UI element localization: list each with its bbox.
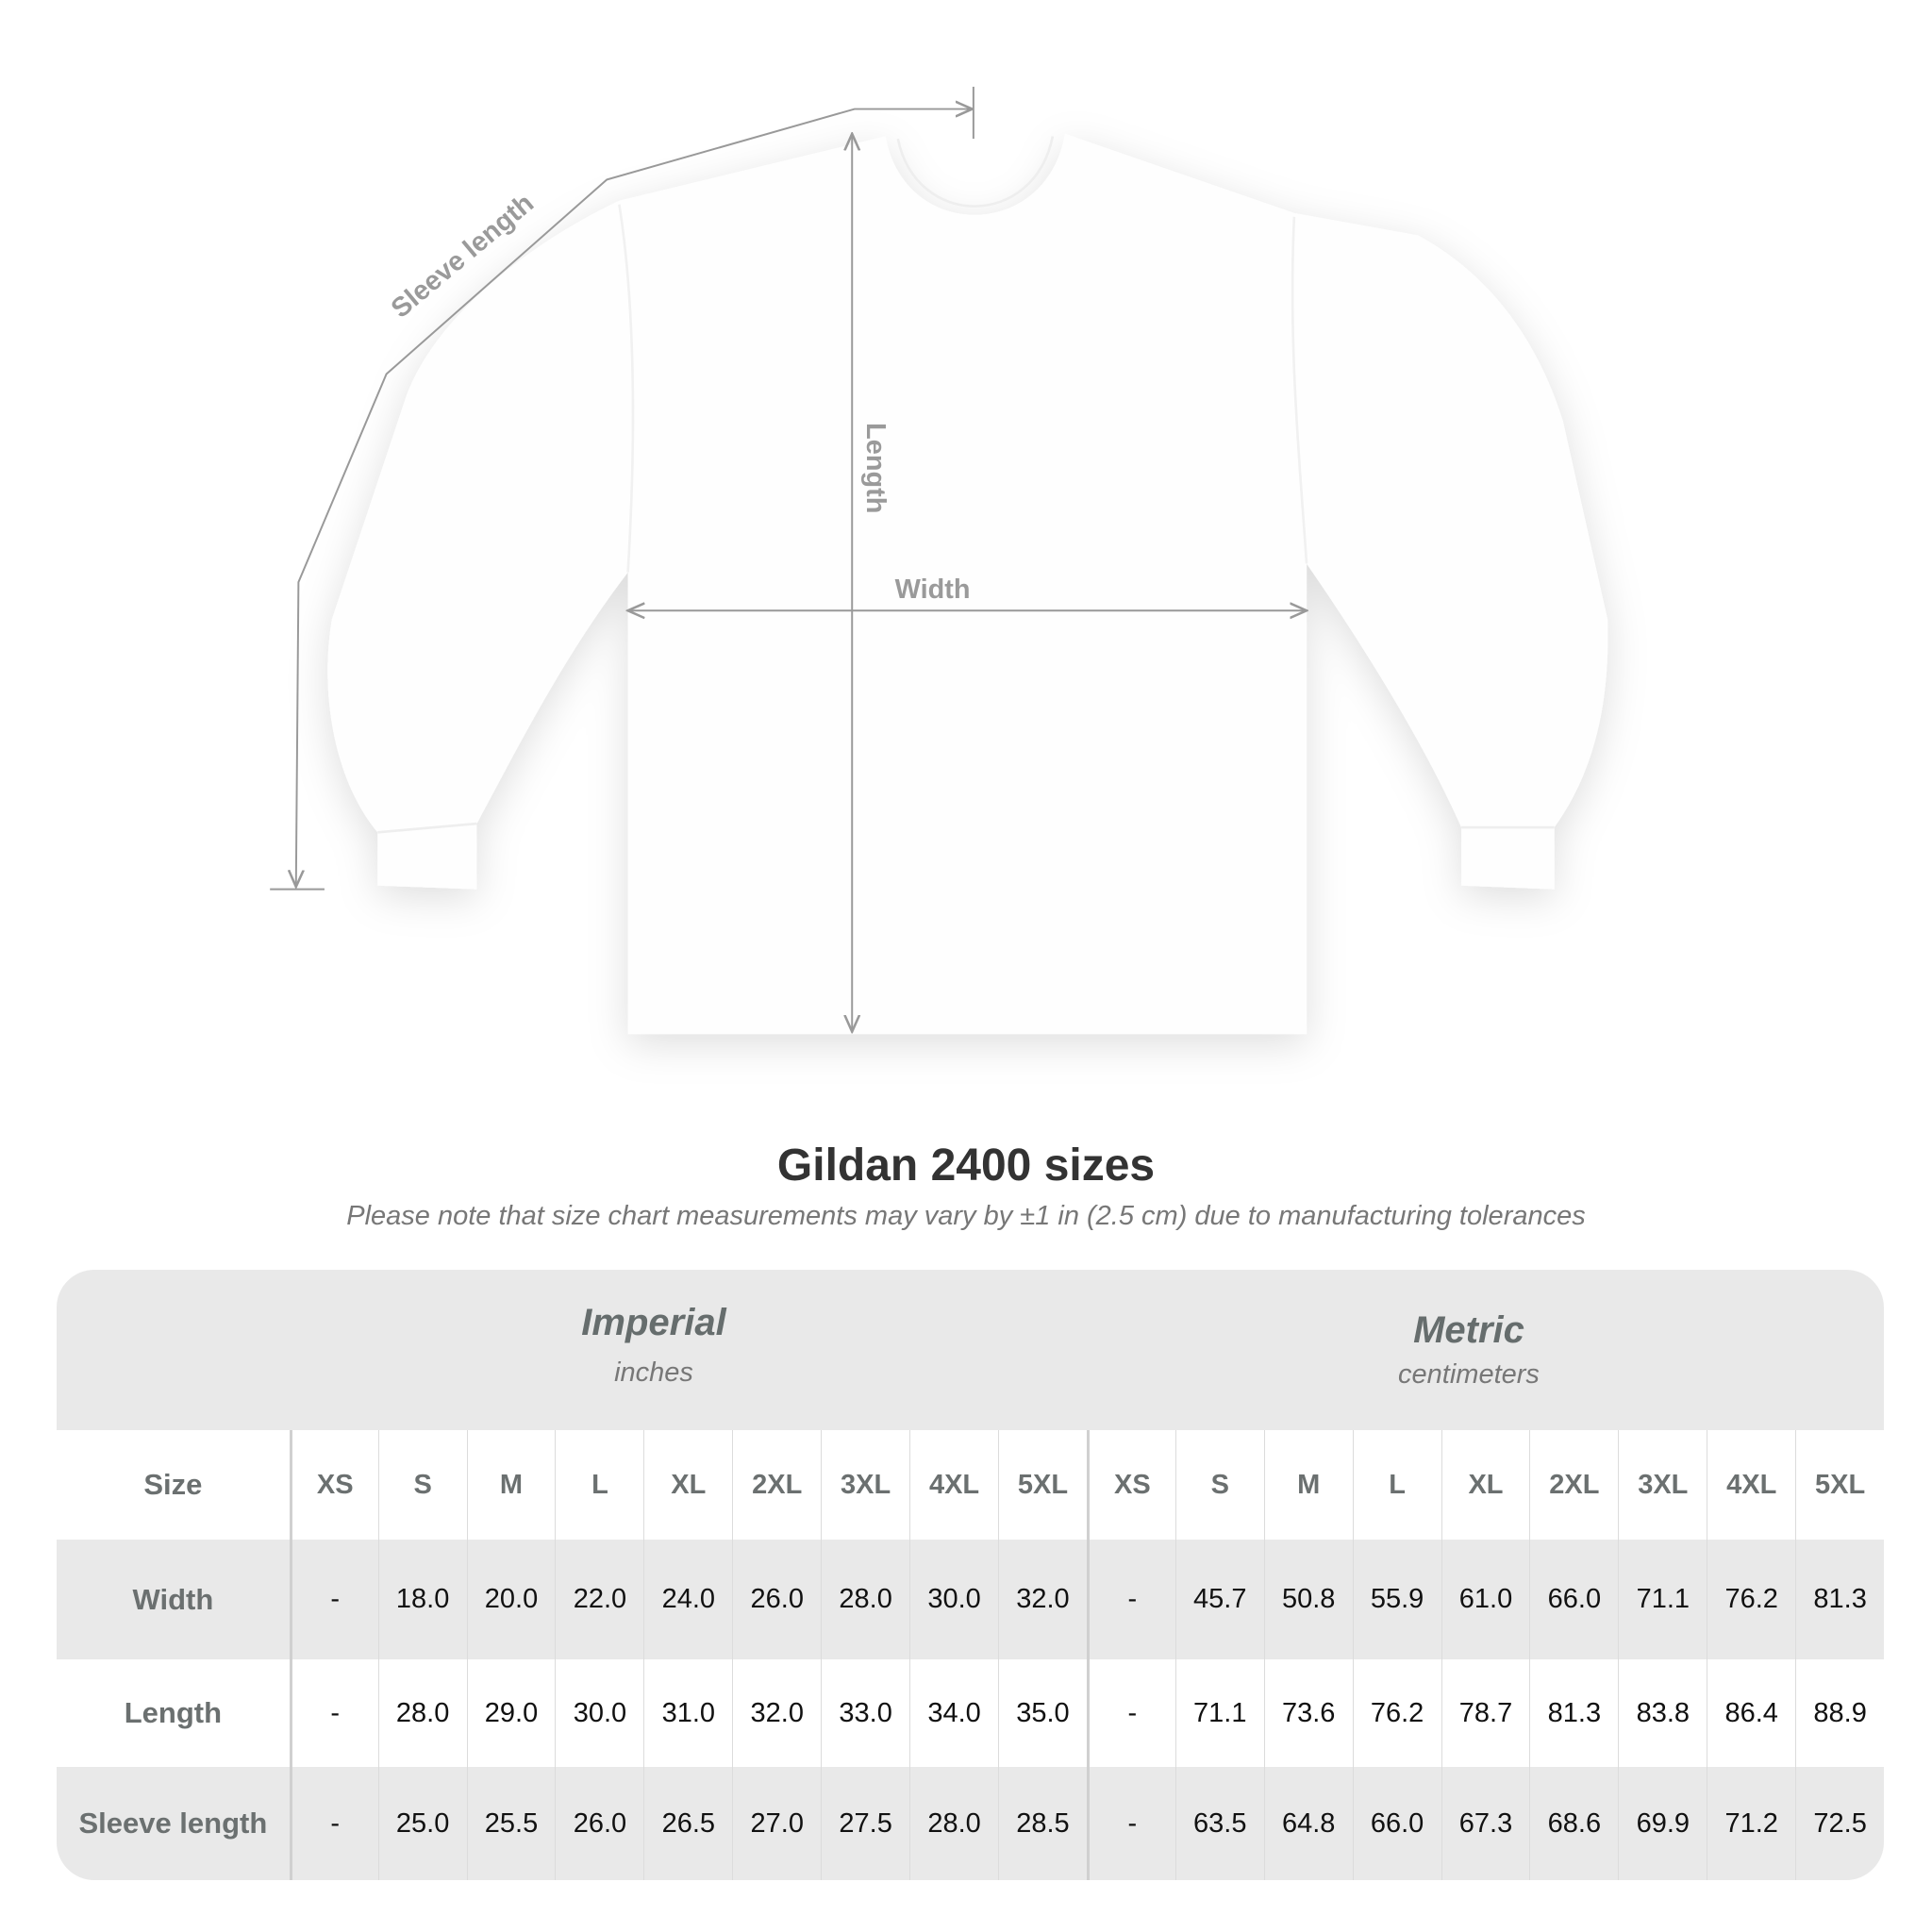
metric-value: 86.4 [1707,1659,1795,1767]
imperial-size-2xl: 2XL [732,1430,821,1540]
imperial-size-xl: XL [643,1430,732,1540]
imperial-value: - [289,1659,378,1767]
imperial-value: 29.0 [466,1659,556,1767]
imperial-value: 35.0 [998,1659,1087,1767]
imperial-value: 28.0 [377,1659,467,1767]
metric-value: 83.8 [1618,1659,1707,1767]
metric-size-s: S [1174,1430,1264,1540]
page-title: Gildan 2400 sizes [776,1141,1156,1191]
sleeve-length-line [296,109,973,887]
sleeve-seam-right [1291,216,1308,564]
imperial-value: 32.0 [998,1540,1087,1659]
imperial-value: 34.0 [909,1659,998,1767]
row-label: Width [132,1582,214,1616]
imperial-value: 25.0 [377,1767,467,1880]
length-label: Length [860,423,891,513]
imperial-value: 22.0 [555,1540,643,1659]
metric-value: 71.2 [1707,1767,1795,1880]
metric-value: 66.0 [1352,1767,1441,1880]
metric-value: 55.9 [1352,1540,1441,1659]
imperial-title: Imperial [581,1302,726,1343]
size-table: Imperial inches Metric centimeters Size X… [57,1270,1884,1880]
imperial-size-3xl: 3XL [821,1430,909,1540]
metric-value: 64.8 [1263,1767,1353,1880]
metric-value: - [1086,1540,1175,1659]
metric-title: Metric [1413,1309,1524,1351]
metric-header: Metric centimeters [1186,1309,1752,1391]
imperial-value: 30.0 [909,1540,998,1659]
imperial-size-s: S [377,1430,467,1540]
metric-value: 72.5 [1795,1767,1884,1880]
size-label: Size [143,1468,203,1501]
imperial-value: 26.0 [555,1767,643,1880]
metric-unit: centimeters [1398,1359,1540,1390]
metric-value: 73.6 [1263,1659,1353,1767]
metric-value: 68.6 [1529,1767,1618,1880]
metric-size-3xl: 3XL [1618,1430,1707,1540]
metric-value: 81.3 [1795,1540,1884,1659]
imperial-value: 32.0 [732,1659,821,1767]
imperial-size-l: L [555,1430,643,1540]
metric-value: 61.0 [1441,1540,1530,1659]
imperial-value: 20.0 [466,1540,556,1659]
imperial-size-5xl: 5XL [998,1430,1087,1540]
units-header: Imperial inches Metric centimeters [57,1270,1884,1430]
imperial-value: 27.0 [732,1767,821,1880]
collar-line [896,136,1055,208]
imperial-value: 24.0 [643,1540,732,1659]
imperial-value: - [289,1540,378,1659]
metric-value: 67.3 [1441,1767,1530,1880]
row-label: Length [124,1696,223,1729]
shirt-diagram: Sleeve length Length Width [270,86,1608,1035]
imperial-value: - [289,1767,378,1880]
metric-size-5xl: 5XL [1795,1430,1884,1540]
metric-value: 81.3 [1529,1659,1618,1767]
metric-size-xs: XS [1086,1430,1175,1540]
imperial-value: 30.0 [555,1659,643,1767]
metric-size-m: M [1263,1430,1353,1540]
imperial-size-m: M [466,1430,556,1540]
metric-size-2xl: 2XL [1529,1430,1618,1540]
metric-value: 76.2 [1352,1659,1441,1767]
metric-value: 50.8 [1263,1540,1353,1659]
imperial-value: 27.5 [821,1767,909,1880]
metric-value: 63.5 [1174,1767,1264,1880]
imperial-unit: inches [614,1357,693,1388]
table-row: Sleeve length -25.0 25.5 26.0 26.5 27.0 27.5 28… [57,1767,1884,1880]
table-row: Width -18.0 20.0 22.0 24.0 26.0 28.0 30.0 32.0-4… [57,1540,1884,1659]
tolerance-note: Please note that size chart measurements… [346,1201,1586,1231]
metric-value: 69.9 [1618,1767,1707,1880]
metric-value: 66.0 [1529,1540,1618,1659]
metric-size-xl: XL [1441,1430,1530,1540]
imperial-value: 28.5 [998,1767,1087,1880]
imperial-value: 28.0 [821,1540,909,1659]
imperial-value: 25.5 [466,1767,556,1880]
row-label: Sleeve length [78,1807,268,1840]
metric-value: 71.1 [1618,1540,1707,1659]
imperial-size-4xl: 4XL [909,1430,998,1540]
imperial-size-xs: XS [289,1430,378,1540]
size-header-row: Size XS S M L XL 2XL 3XL 4XL 5XL XS S M L XL 2XL 3XL 4XL 5… [57,1430,1884,1540]
metric-value: - [1086,1659,1175,1767]
metric-size-4xl: 4XL [1707,1430,1795,1540]
metric-value: 78.7 [1441,1659,1530,1767]
metric-value: - [1086,1767,1175,1880]
metric-value: 76.2 [1707,1540,1795,1659]
imperial-value: 28.0 [909,1767,998,1880]
table-row: Length -28.0 29.0 30.0 31.0 32.0 33.0 34.0 35.0-… [57,1659,1884,1767]
metric-value: 88.9 [1795,1659,1884,1767]
imperial-value: 18.0 [377,1540,467,1659]
imperial-value: 33.0 [821,1659,909,1767]
imperial-value: 26.0 [732,1540,821,1659]
metric-size-l: L [1352,1430,1441,1540]
width-label: Width [895,575,971,605]
metric-value: 71.1 [1174,1659,1264,1767]
imperial-header: Imperial inches [371,1302,937,1389]
imperial-value: 31.0 [643,1659,732,1767]
metric-value: 45.7 [1174,1540,1264,1659]
imperial-value: 26.5 [643,1767,732,1880]
